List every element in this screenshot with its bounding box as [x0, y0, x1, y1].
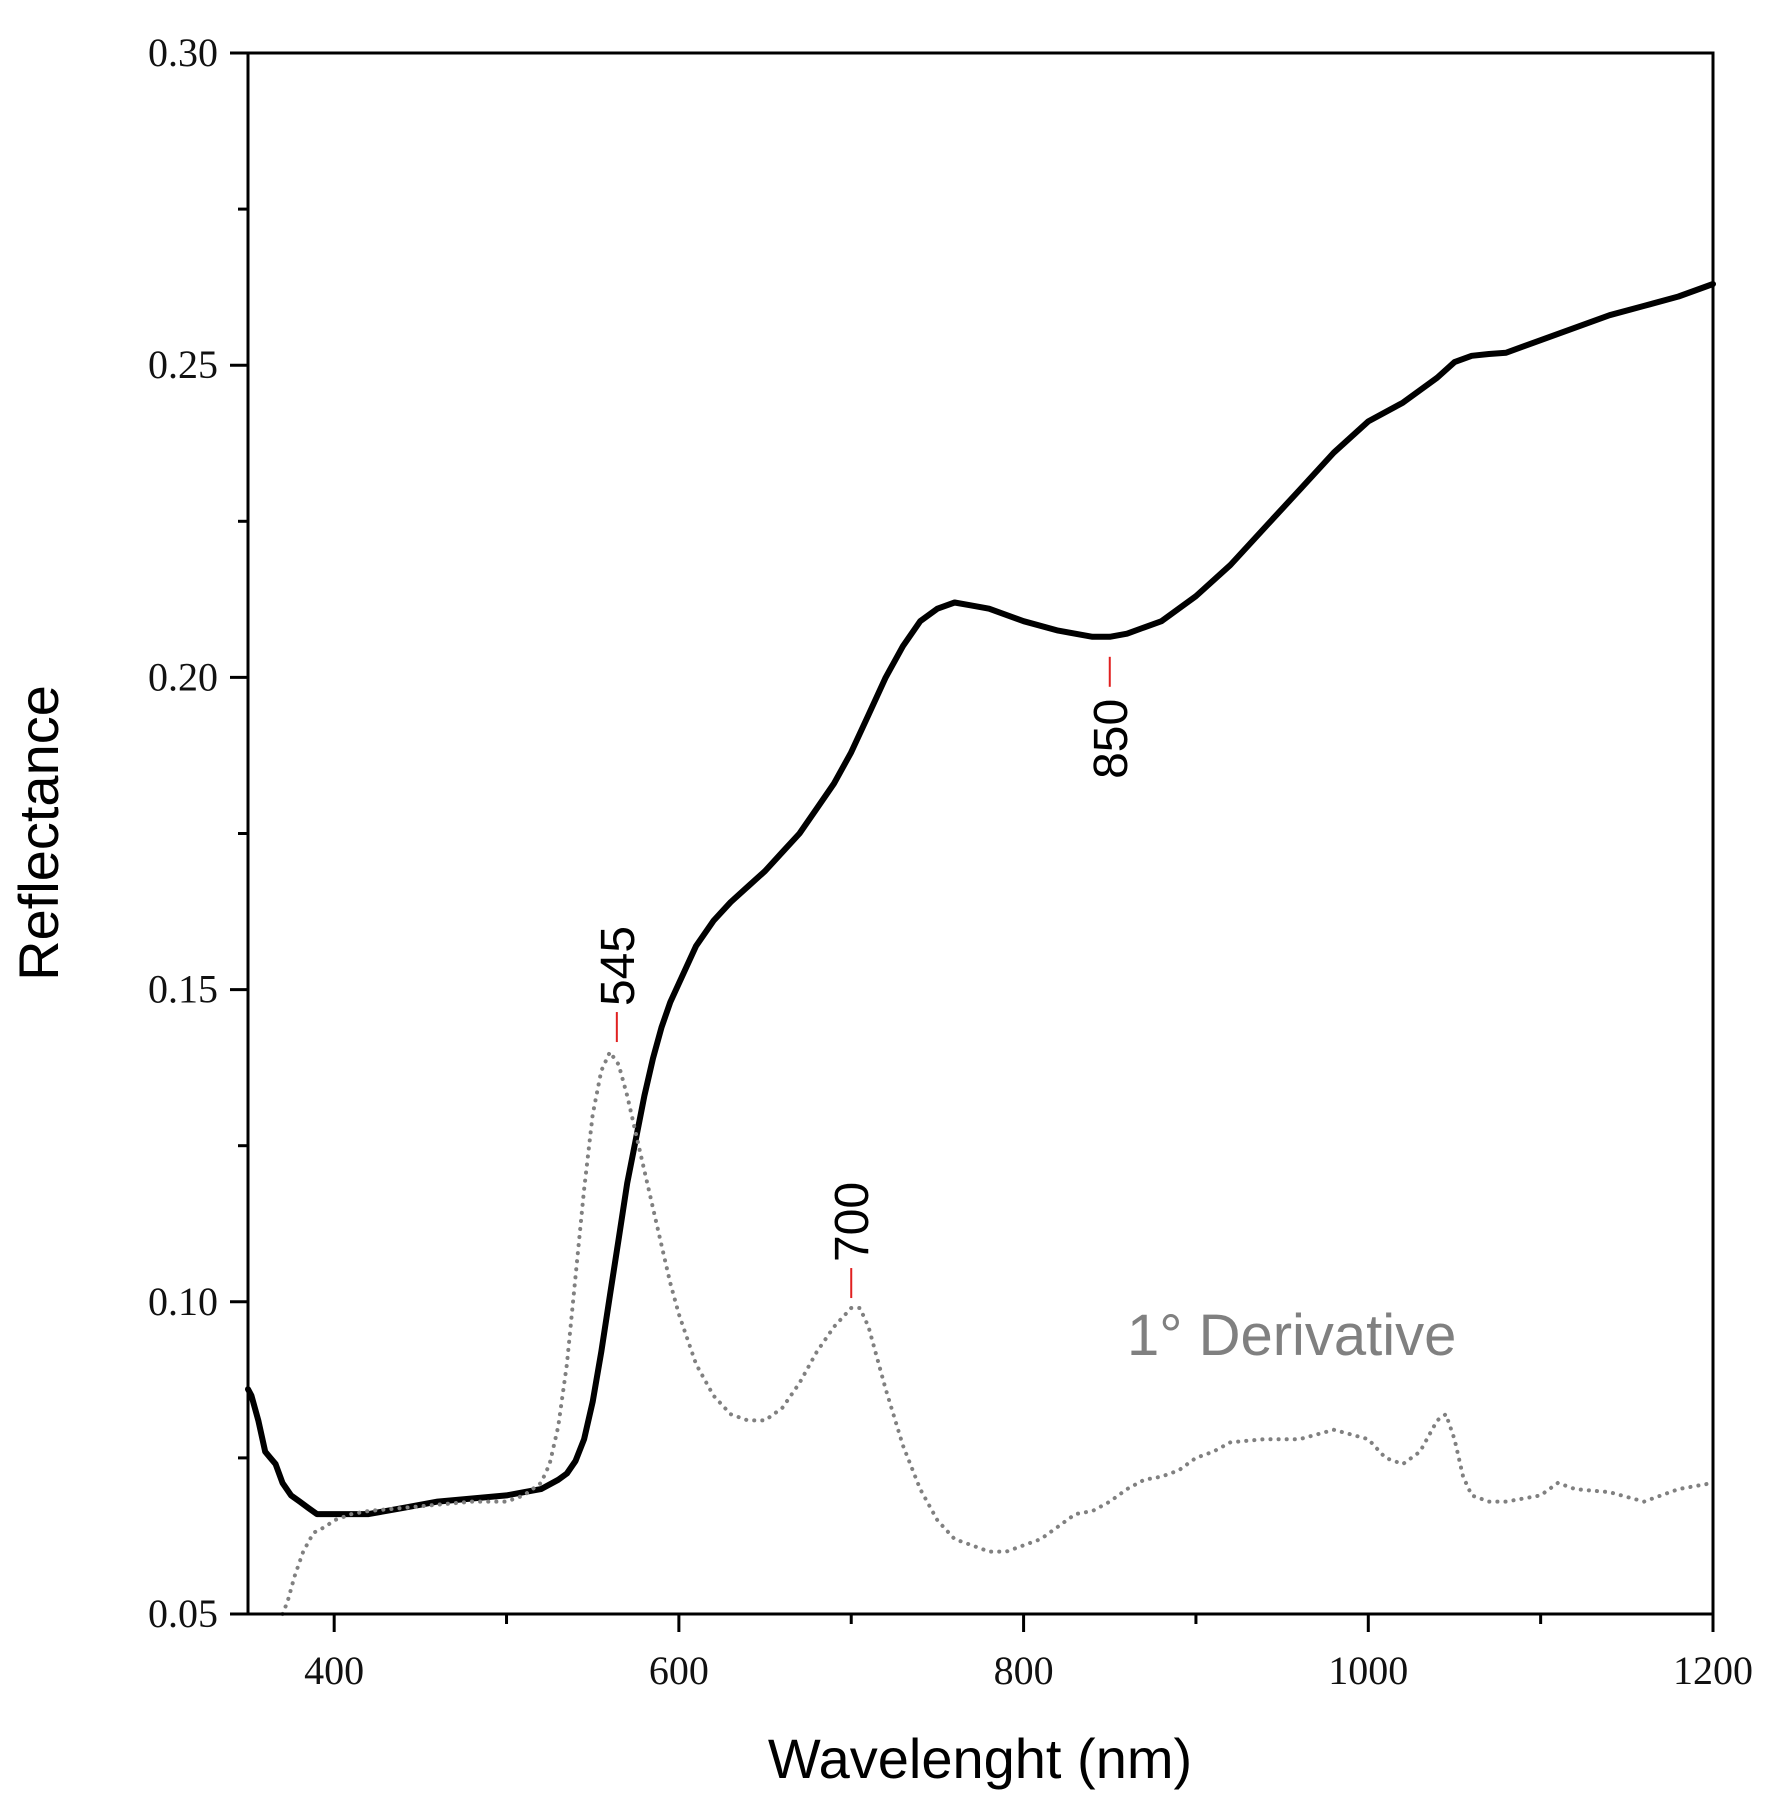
derivative-series-label: 1° Derivative — [1127, 1303, 1456, 1368]
peak-label: 850 — [1085, 699, 1138, 779]
y-axis-title: Reflectance — [7, 685, 70, 981]
y-tick-label: 0.20 — [148, 654, 218, 699]
peak-label: 545 — [592, 926, 645, 1006]
derivative-line — [280, 1050, 1715, 1616]
reflectance-line — [245, 281, 1716, 1518]
y-tick-label: 0.10 — [148, 1279, 218, 1324]
x-axis-title: Wavelenght (nm) — [768, 1727, 1192, 1790]
x-tick-label: 600 — [649, 1648, 709, 1693]
peak-label: 700 — [826, 1182, 879, 1262]
y-tick-label: 0.15 — [148, 967, 218, 1012]
x-tick-label: 400 — [304, 1648, 364, 1693]
axes: 400 600 800 1000 1200 0.05 0.10 0.15 0.20 0.25 0.3… — [148, 30, 1753, 1693]
annotations: 545 700 850 1° Derivative — [592, 656, 1456, 1368]
plot-lines — [245, 281, 1716, 1616]
x-tick-label: 800 — [994, 1648, 1054, 1693]
y-tick-label: 0.25 — [148, 342, 218, 387]
x-tick-label: 1200 — [1673, 1648, 1753, 1693]
y-tick-label: 0.05 — [148, 1591, 218, 1636]
x-tick-label: 1000 — [1328, 1648, 1408, 1693]
y-tick-label: 0.30 — [148, 30, 218, 75]
